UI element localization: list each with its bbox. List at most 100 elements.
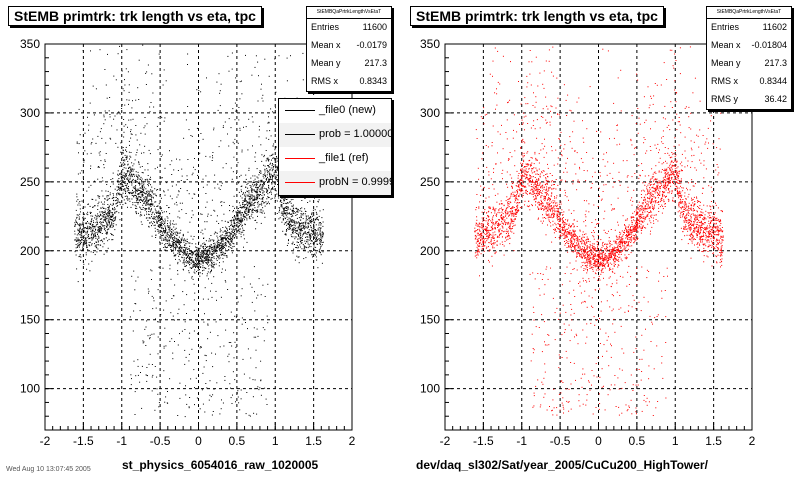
data-point [283,212,285,214]
data-point [204,228,206,230]
data-point [96,246,97,248]
data-point [192,238,194,240]
data-point [240,233,242,235]
data-point [275,166,277,168]
data-point [232,205,234,207]
data-point [487,222,489,224]
data-point [250,208,252,210]
data-point [272,186,274,188]
data-point [100,232,102,234]
data-point [128,188,129,190]
data-point [206,201,208,203]
data-point [243,234,245,236]
data-point [123,167,125,169]
data-point [175,201,177,203]
data-point [125,190,127,192]
data-point [139,183,141,185]
data-point [105,220,107,222]
data-point [86,228,88,230]
data-point [299,240,301,242]
data-point [252,211,254,213]
data-point [169,245,171,246]
data-point [96,215,98,217]
data-point [92,230,94,232]
data-point [250,357,252,359]
data-point [145,200,147,202]
data-point [286,57,288,59]
data-point [169,229,171,231]
data-point [176,246,178,248]
data-point [307,251,309,253]
data-point [197,254,199,256]
data-point [619,295,621,296]
data-point [254,202,255,204]
data-point [594,254,596,256]
data-point [256,190,258,192]
data-point [266,130,268,132]
data-point [295,207,297,209]
data-point [544,206,546,208]
data-point [594,272,596,274]
data-point [229,383,231,385]
data-point [159,206,161,208]
data-point [74,239,76,241]
data-point [108,223,110,225]
data-point [261,201,263,202]
data-point [161,232,163,234]
data-point [291,205,293,207]
data-point [149,190,151,192]
data-point [602,242,603,244]
data-point [256,193,258,195]
data-point [188,407,190,409]
data-point [539,406,541,408]
data-point [216,382,218,384]
data-point [629,232,631,234]
data-point [632,229,634,231]
data-point [298,224,300,226]
data-point [161,225,163,226]
data-point [125,158,127,160]
data-point [90,168,91,170]
data-point [173,252,175,254]
data-point [509,224,511,226]
data-point [282,212,284,214]
data-point [267,201,269,203]
data-point [186,190,188,192]
data-point [267,182,269,183]
data-point [555,202,556,204]
data-point [257,198,259,200]
data-point [193,262,195,264]
data-point [234,119,236,121]
data-point [284,213,286,215]
data-point [142,204,144,206]
data-point [167,234,169,236]
data-point [237,222,239,224]
data-point [166,233,168,235]
data-point [262,175,264,177]
data-point [165,229,167,231]
data-point [217,183,219,185]
data-point [675,60,677,61]
data-point [203,251,205,253]
data-point [237,209,239,211]
data-point [548,60,550,62]
data-point [285,218,286,220]
data-point [175,246,177,248]
data-point [154,409,156,411]
data-point [291,221,293,223]
data-point [81,238,83,240]
data-point [237,392,238,394]
data-point [286,208,287,209]
data-point [508,235,510,237]
data-point [122,184,123,186]
data-point [238,228,240,230]
data-point [305,216,307,218]
data-point [317,201,319,203]
data-point [137,202,139,203]
data-point [316,240,318,242]
data-point [182,233,184,235]
data-point [693,230,695,232]
data-point [231,228,233,230]
data-point [92,238,94,240]
data-point [98,166,100,168]
